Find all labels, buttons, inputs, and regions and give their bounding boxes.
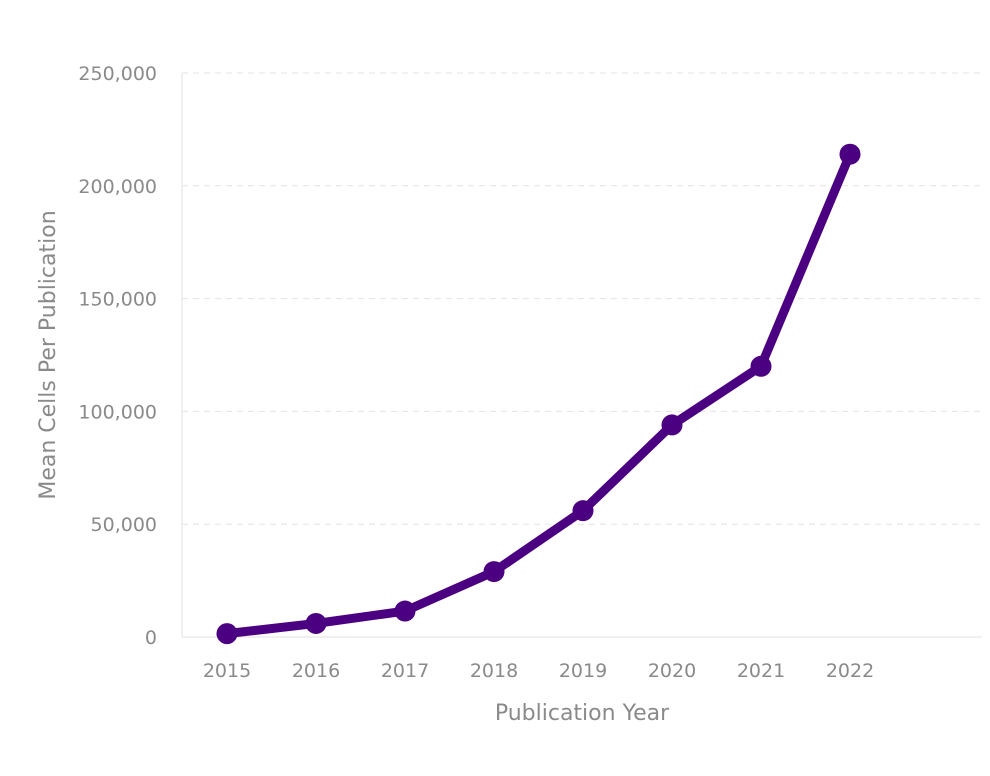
series-line	[222, 149, 855, 639]
y-tick-label: 200,000	[78, 176, 157, 198]
x-tick-label: 2018	[470, 660, 518, 682]
x-axis-title: Publication Year	[495, 701, 670, 726]
gridlines	[182, 72, 982, 525]
data-point	[305, 612, 327, 634]
x-tick-label: 2022	[826, 660, 874, 682]
data-point	[750, 355, 772, 377]
y-axis-title: Mean Cells Per Publication	[36, 210, 61, 499]
y-tick-label: 150,000	[78, 289, 157, 311]
series-group	[216, 143, 861, 645]
data-point	[839, 143, 861, 165]
x-tick-label: 2015	[203, 660, 251, 682]
x-tick-labels: 2015 2016 2017 2018 2019 2020 2021 2022	[203, 660, 874, 682]
data-point	[394, 600, 416, 622]
y-tick-label: 0	[145, 627, 157, 649]
data-point	[483, 561, 505, 583]
y-tick-label: 50,000	[91, 514, 157, 536]
x-tick-label: 2020	[648, 660, 696, 682]
y-tick-labels: 0 50,000 100,000 150,000 200,000 250,000	[78, 63, 157, 649]
x-tick-label: 2021	[737, 660, 785, 682]
y-tick-label: 250,000	[78, 63, 157, 85]
data-point	[216, 623, 238, 645]
data-point	[661, 414, 683, 436]
x-tick-label: 2016	[292, 660, 340, 682]
x-tick-label: 2019	[559, 660, 607, 682]
data-point	[572, 500, 594, 522]
x-tick-label: 2017	[381, 660, 429, 682]
y-tick-label: 100,000	[78, 401, 157, 423]
